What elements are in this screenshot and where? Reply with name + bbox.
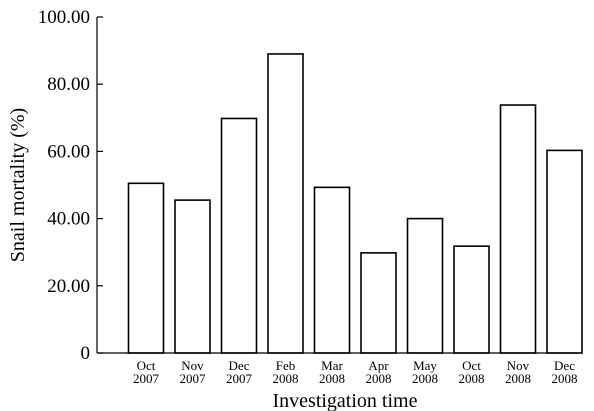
x-tick-label-year: 2008 bbox=[412, 371, 438, 386]
x-tick-label-month: Oct bbox=[137, 358, 156, 373]
bar bbox=[499, 104, 537, 354]
x-tick-label-year: 2008 bbox=[319, 371, 345, 386]
bar bbox=[546, 149, 583, 354]
bar bbox=[453, 245, 490, 354]
x-tick-label-year: 2007 bbox=[133, 371, 160, 386]
bar bbox=[174, 199, 211, 354]
x-tick-label-year: 2007 bbox=[180, 371, 207, 386]
bar bbox=[127, 182, 165, 354]
x-ticks-group: Oct2007Nov2007Dec2007Feb2008Mar2008Apr20… bbox=[133, 358, 578, 386]
bar bbox=[220, 117, 258, 354]
bar bbox=[406, 217, 444, 354]
y-ticks-group: 0 20.00 40.00 60.00 80.00 100.00 bbox=[38, 7, 103, 364]
x-tick-label-year: 2008 bbox=[366, 371, 392, 386]
bars-group bbox=[127, 53, 583, 354]
x-tick-label-month: Feb bbox=[276, 358, 296, 373]
x-tick-label-month: Nov bbox=[507, 358, 530, 373]
x-tick-label-month: May bbox=[413, 358, 437, 373]
y-tick-label: 100.00 bbox=[38, 7, 90, 28]
y-tick-label: 40.00 bbox=[47, 209, 90, 230]
x-tick-label-month: Mar bbox=[321, 358, 343, 373]
x-tick-label-year: 2008 bbox=[552, 371, 578, 386]
bar bbox=[313, 186, 351, 354]
bar bbox=[360, 252, 397, 354]
axes-group bbox=[96, 17, 578, 354]
y-tick-label: 60.00 bbox=[47, 141, 90, 162]
x-tick-label-year: 2007 bbox=[226, 371, 253, 386]
x-tick-label-year: 2008 bbox=[459, 371, 485, 386]
x-tick-label-month: Oct bbox=[462, 358, 481, 373]
x-axis-title: Investigation time bbox=[273, 390, 418, 411]
y-axis-title: Snail mortality (%) bbox=[7, 108, 29, 262]
x-tick-label-month: Apr bbox=[368, 358, 389, 373]
x-tick-label-month: Dec bbox=[554, 358, 575, 373]
y-tick-label: 20.00 bbox=[47, 276, 90, 297]
bar bbox=[267, 53, 304, 354]
x-tick-label-year: 2008 bbox=[273, 371, 299, 386]
y-tick-label: 0 bbox=[81, 343, 91, 364]
x-tick-label-month: Dec bbox=[229, 358, 250, 373]
x-tick-label-month: Nov bbox=[181, 358, 204, 373]
y-tick-label: 80.00 bbox=[47, 74, 90, 95]
x-tick-label-year: 2008 bbox=[505, 371, 531, 386]
